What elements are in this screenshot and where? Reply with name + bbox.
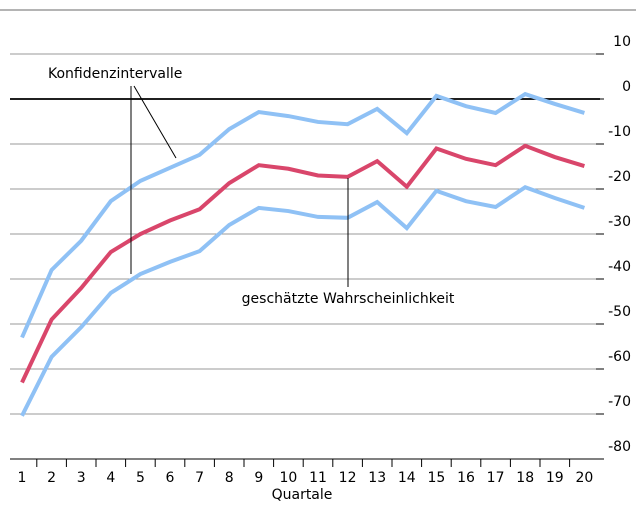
x-tick-label: 16 xyxy=(457,470,475,486)
x-tick-label: 13 xyxy=(368,470,386,486)
grid xyxy=(10,53,604,467)
x-tick-label: 1 xyxy=(18,470,27,486)
y-tick-label: -70 xyxy=(608,394,631,410)
y-tick-label: -10 xyxy=(608,124,631,140)
x-tick-label: 20 xyxy=(575,470,593,486)
y-tick-label: 10 xyxy=(613,34,631,50)
y-tick-label: -40 xyxy=(608,259,631,275)
y-tick-label: -50 xyxy=(608,304,631,320)
x-tick-label: 17 xyxy=(487,470,505,486)
y-tick-label: -80 xyxy=(608,439,631,455)
y-tick-label: 0 xyxy=(622,79,631,95)
x-axis-label: Quartale xyxy=(272,487,333,503)
x-tick-label: 2 xyxy=(47,470,56,486)
x-tick-label: 10 xyxy=(279,470,297,486)
x-tick-label: 12 xyxy=(339,470,357,486)
x-tick-label: 8 xyxy=(225,470,234,486)
x-tick-label: 19 xyxy=(546,470,564,486)
x-tick-label: 6 xyxy=(166,470,175,486)
x-tick-label: 15 xyxy=(427,470,445,486)
y-tick-label: -30 xyxy=(608,214,631,230)
series-line xyxy=(20,184,586,417)
x-tick-label: 5 xyxy=(136,470,145,486)
plot xyxy=(20,91,586,417)
x-tick-label: 3 xyxy=(77,470,86,486)
x-tick-label: 11 xyxy=(309,470,327,486)
x-tick-label: 9 xyxy=(254,470,263,486)
series-line xyxy=(20,143,585,384)
x-tick-label: 18 xyxy=(516,470,534,486)
annotation: Konfidenzintervalle xyxy=(48,66,182,82)
annotation-line xyxy=(133,85,177,159)
y-tick-label: -20 xyxy=(608,169,631,185)
annotation: geschätzte Wahrscheinlichkeit xyxy=(242,291,455,307)
y-tick-label: -60 xyxy=(608,349,631,365)
x-tick-label: 4 xyxy=(106,470,115,486)
x-tick-label: 7 xyxy=(195,470,204,486)
series-line xyxy=(20,91,585,339)
x-tick-label: 14 xyxy=(398,470,416,486)
